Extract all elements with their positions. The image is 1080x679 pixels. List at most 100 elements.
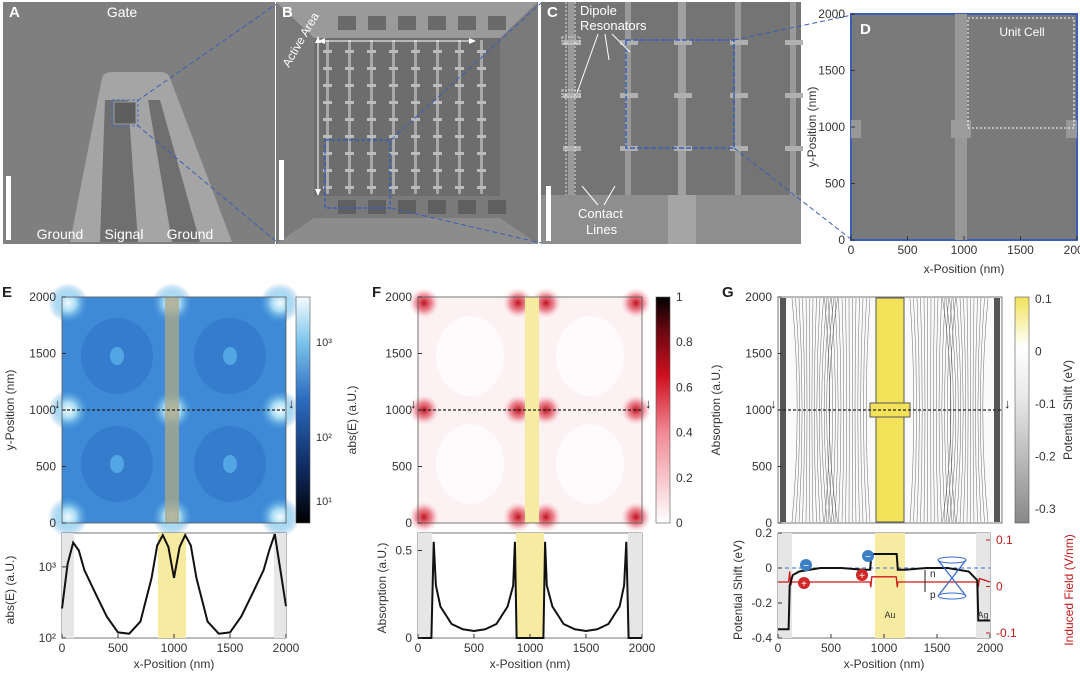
dipole-resonator: [563, 146, 581, 151]
panel-letter-d: D: [860, 21, 871, 38]
x-tick-label: 1000: [517, 641, 544, 655]
au-label: Au: [884, 610, 895, 620]
dipole-resonator: [455, 152, 464, 155]
cbar-tick-label: 0.2: [676, 471, 693, 485]
x-tick-label: 500: [108, 641, 128, 655]
e-ylabel: y-Position (nm): [3, 370, 17, 451]
svg-text:+: +: [801, 579, 807, 590]
x-tick-label: 500: [464, 641, 484, 655]
dipole-resonator: [433, 135, 442, 138]
g-colorbar: [1014, 296, 1030, 524]
panel-c: C Dipole Resonators Contact Lines: [541, 2, 803, 244]
dipole-resonator: [367, 50, 376, 53]
y-tick-label: 2000: [385, 290, 412, 304]
y-tick-label: -0.4: [751, 631, 772, 645]
absorption-hotspot: [620, 501, 652, 533]
x-tick-label: 1000: [951, 243, 978, 257]
y-tick-label: 10³: [39, 560, 56, 574]
dipole-resonator: [345, 67, 354, 70]
x-tick-label: 0: [848, 243, 855, 257]
panel-a: A Gate Ground Signal Ground: [3, 2, 275, 244]
panel-e: E ↓ ↓ 10³ 10² 10¹ abs(E) (a.U.) y-Positi…: [2, 283, 359, 671]
dipole-resonator: [620, 146, 638, 151]
contact-line: [436, 40, 439, 194]
field-hotspot: [48, 497, 88, 537]
e-cbar-label: abs(E) (a.U.): [345, 386, 359, 455]
contact-line: [348, 40, 351, 194]
field-hotspot: [260, 283, 300, 323]
dipole-resonator: [477, 84, 486, 87]
g-xlabel: x-Position (nm): [844, 657, 925, 671]
x-tick-label: 1500: [1007, 243, 1034, 257]
dipole-resonator: [433, 169, 442, 172]
panel-d: D Unit Cell 0 500 1000 1500 2000 0 500 1000 1500…: [805, 7, 1080, 276]
panel-letter-a: A: [9, 4, 20, 21]
dipole-resonator: [323, 118, 332, 121]
dipole-resonator: [730, 146, 748, 151]
y-tick-label: 0: [838, 233, 845, 247]
dipole-resonator: [455, 84, 464, 87]
lines-label: Lines: [586, 222, 618, 237]
dipole-resonator: [477, 50, 486, 53]
y-tick-label: 1500: [745, 347, 772, 361]
dipole-resonator: [389, 169, 398, 172]
dipole-resonator: [345, 84, 354, 87]
d-ylabel: y-Position (nm): [805, 87, 819, 168]
y-tick-label: 1500: [29, 347, 56, 361]
y-tick-label: 1000: [29, 403, 56, 417]
svg-text:↓: ↓: [645, 396, 652, 411]
cbar-tick-label: 0.6: [676, 380, 693, 394]
panel-b: B Active Area: [276, 2, 538, 244]
panel-letter-f: F: [372, 284, 381, 301]
field-hotspot: [48, 283, 88, 323]
dipole-resonator: [411, 135, 420, 138]
y-tick-label: 0: [405, 516, 412, 530]
dipole-resonator: [367, 84, 376, 87]
dipole-resonator: [433, 186, 442, 189]
dipole-resonator: [455, 135, 464, 138]
svg-text:↓: ↓: [1004, 396, 1011, 411]
dipole-resonator: [730, 93, 748, 98]
dipole-resonator: [411, 101, 420, 104]
dipole-resonator: [389, 118, 398, 121]
cbar-tick-label: 0: [676, 516, 683, 530]
x-tick-label: 1500: [924, 641, 951, 655]
dipole-resonator: [785, 93, 803, 98]
dipole-resonator: [411, 118, 420, 121]
y-tick-label: 2000: [818, 7, 845, 21]
dipole-resonator: [389, 186, 398, 189]
svg-text:+: +: [859, 571, 865, 582]
e-colorbar: [295, 296, 311, 524]
electron-icon: [862, 550, 874, 562]
x-tick-label: 2000: [977, 641, 1004, 655]
x-tick-label: 1000: [161, 641, 188, 655]
dipole-resonator: [674, 93, 692, 98]
dipole-resonator: [730, 40, 748, 45]
dipole-resonator: [345, 101, 354, 104]
y-tick-label: -0.2: [751, 596, 772, 610]
x-tick-label: 0: [59, 641, 66, 655]
dipole-resonator: [323, 84, 332, 87]
svg-text:↓: ↓: [410, 396, 417, 411]
panel-f: F ↓ ↓ 1 0.8 0.6 0.4 0.2 0 Absorption (a.U.) 0…: [372, 284, 723, 671]
contact-label: Contact: [578, 206, 623, 221]
dipole-resonator: [345, 169, 354, 172]
x-tick-label: 2000: [1064, 243, 1080, 257]
x-tick-label: 1500: [217, 641, 244, 655]
dipole-resonator: [477, 135, 486, 138]
scale-bar: [6, 176, 11, 240]
dipole-resonator: [455, 50, 464, 53]
dipole-resonator: [323, 152, 332, 155]
g-bottom-ylabel: Potential Shift (eV): [731, 540, 745, 640]
right-y-tick-label: 0: [996, 580, 1003, 594]
right-y-tick-label: -0.1: [996, 626, 1017, 640]
e-cut-marker-left: ↓: [54, 396, 61, 411]
dipole-resonator: [620, 93, 638, 98]
panel-letter-c: C: [547, 4, 558, 21]
dipole-resonator: [367, 67, 376, 70]
hole-icon: [856, 569, 868, 581]
e-cbar-tick-1: 10³: [316, 337, 332, 349]
dipole-resonator: [433, 67, 442, 70]
dipole-resonator: [455, 186, 464, 189]
dipole-resonator: [477, 118, 486, 121]
